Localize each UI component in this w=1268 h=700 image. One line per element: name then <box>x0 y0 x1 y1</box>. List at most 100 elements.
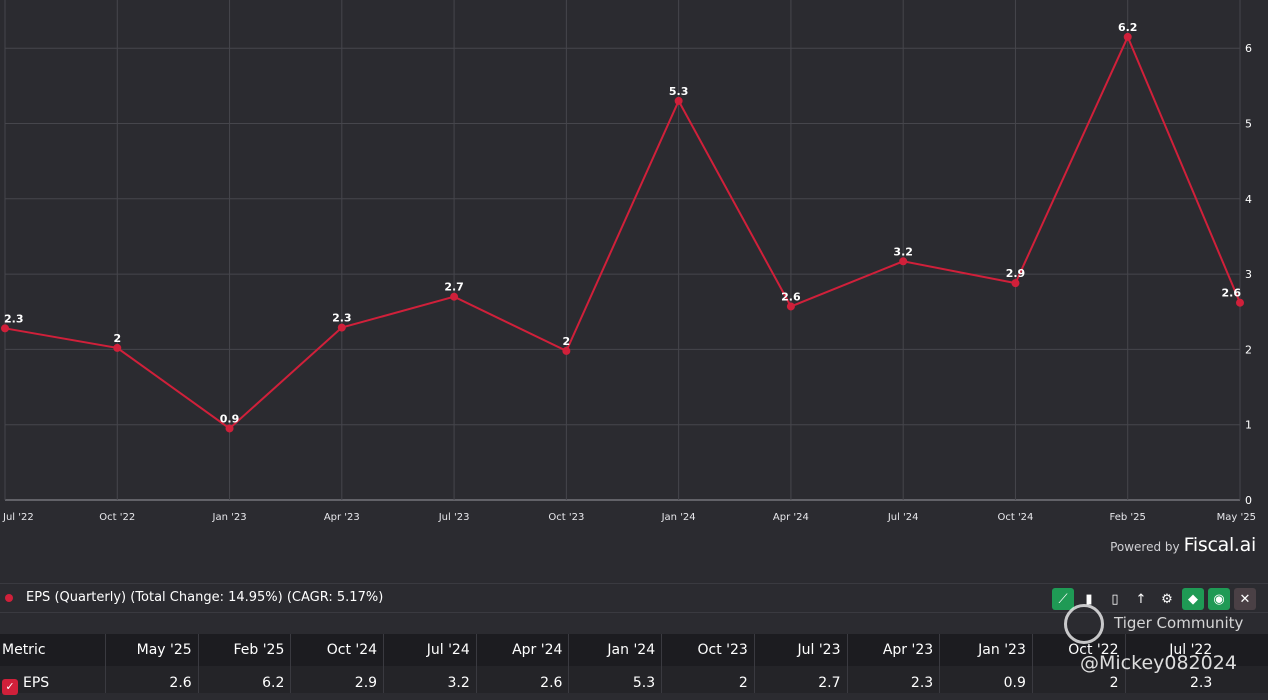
x-tick-label: Oct '23 <box>548 512 584 523</box>
x-tick-label: Apr '23 <box>324 512 360 523</box>
chart-grid <box>4 0 1241 501</box>
metric-name: EPS <box>23 675 50 691</box>
x-tick-label: Jul '24 <box>887 512 919 523</box>
value-cell: 2.7 <box>755 666 848 693</box>
watermark: Tiger Community @Mickey082024 <box>1064 602 1264 693</box>
data-table: Metric May '25 Feb '25 Oct '24 Jul '24 Apr '2… <box>0 634 1268 695</box>
legend-bar: EPS (Quarterly) (Total Change: 14.95%) (… <box>0 583 1268 613</box>
y-tick-label: 1 <box>1245 419 1252 432</box>
data-point[interactable] <box>337 323 346 332</box>
column-header[interactable]: Oct '23 <box>662 634 755 666</box>
y-tick-label: 6 <box>1245 42 1252 55</box>
sort-icon[interactable]: ↑ <box>1135 591 1147 607</box>
value-cell: 2.3 <box>848 666 941 693</box>
data-point[interactable] <box>562 346 571 355</box>
y-tick-label: 4 <box>1245 193 1252 206</box>
column-header[interactable]: Jan '23 <box>940 634 1033 666</box>
value-cell: 2.6 <box>106 666 199 693</box>
data-point[interactable] <box>899 257 908 266</box>
y-tick-label: 2 <box>1245 343 1252 356</box>
line-chart-icon[interactable]: ⟋ <box>1052 588 1074 610</box>
value-cell: 5.3 <box>569 666 663 693</box>
value-cell: 3.2 <box>384 666 477 693</box>
close-icon[interactable]: ✕ <box>1234 588 1256 610</box>
value-cell: 2 <box>1033 666 1126 693</box>
data-label: 0.9 <box>220 412 240 425</box>
data-point[interactable] <box>786 302 795 311</box>
eye-icon[interactable]: ◉ <box>1208 588 1230 610</box>
data-label: 2.3 <box>4 312 24 325</box>
data-point[interactable] <box>674 96 683 105</box>
column-header[interactable]: Apr '23 <box>848 634 941 666</box>
y-tick-label: 0 <box>1245 494 1252 507</box>
y-tick-label: 3 <box>1245 268 1252 281</box>
value-cell: 6.2 <box>199 666 292 693</box>
x-tick-label: Jan '23 <box>212 512 247 523</box>
column-header[interactable]: Jan '24 <box>569 634 663 666</box>
table-header-row: Metric May '25 Feb '25 Oct '24 Jul '24 Apr '2… <box>0 634 1268 666</box>
x-tick-label: Feb '25 <box>1110 512 1146 523</box>
x-tick-label: Jul '22 <box>2 512 34 523</box>
data-label: 2.6 <box>1222 287 1242 300</box>
column-header[interactable]: May '25 <box>106 634 199 666</box>
y-tick-label: 5 <box>1245 118 1252 131</box>
data-point[interactable] <box>1236 298 1244 307</box>
data-point[interactable] <box>1011 279 1020 288</box>
x-tick-label: Apr '24 <box>773 512 809 523</box>
x-axis-ticks: Jul '22 Oct '22 Jan '23 Apr '23 Jul '23 Oct '… <box>2 512 1256 523</box>
value-cell: 2.6 <box>477 666 570 693</box>
data-point[interactable] <box>1123 32 1132 41</box>
metric-cell: ✓ EPS <box>0 666 106 695</box>
chart-toolbar: ⟋ ▮ ▯ ↑ ⚙ ◆ ◉ ✕ <box>1052 588 1256 610</box>
watermark-name: Tiger Community <box>1114 614 1244 632</box>
column-header[interactable]: Oct '24 <box>291 634 385 666</box>
data-label: 2 <box>563 335 571 348</box>
checkbox-icon[interactable]: ✓ <box>2 679 18 695</box>
y-axis-ticks: 0 1 2 3 4 5 6 <box>1245 42 1252 507</box>
column-header[interactable]: Jul '22 <box>1169 642 1213 658</box>
value-cell: 2.9 <box>291 666 385 693</box>
legend-label: EPS (Quarterly) (Total Change: 14.95%) (… <box>26 590 384 605</box>
column-header[interactable]: Jul '23 <box>755 634 848 666</box>
data-label: 2.3 <box>332 312 352 325</box>
brand-logo: Fiscal.ai <box>1183 534 1257 556</box>
value-cell: 2 <box>662 666 755 693</box>
x-tick-label: Jan '24 <box>661 512 696 523</box>
column-header[interactable]: Apr '24 <box>477 634 570 666</box>
value-cell: 0.9 <box>940 666 1033 693</box>
data-label: 5.3 <box>669 85 689 98</box>
series-dot <box>5 594 13 602</box>
gear-icon[interactable]: ⚙ <box>1161 591 1173 607</box>
data-label: 6.2 <box>1118 21 1138 34</box>
data-point[interactable] <box>225 424 234 433</box>
value-cell: 2.3 <box>1189 675 1213 691</box>
column-header[interactable]: Oct '22 <box>1033 634 1126 666</box>
data-labels: 2.3 2 0.9 2.3 2.7 2 5.3 2.6 3.2 2.9 6.2 2.6 <box>4 21 1241 426</box>
data-point[interactable] <box>113 343 122 352</box>
data-point[interactable] <box>1 324 9 333</box>
powered-by-text: Powered by <box>1110 540 1180 554</box>
eps-line <box>4 34 1241 430</box>
x-tick-label: Oct '24 <box>997 512 1033 523</box>
tag-icon[interactable]: ◆ <box>1182 588 1204 610</box>
data-point[interactable] <box>450 292 459 301</box>
data-label: 3.2 <box>893 245 913 258</box>
eps-series <box>1 32 1244 433</box>
metric-header[interactable]: Metric <box>0 634 106 666</box>
x-tick-label: Jul '23 <box>438 512 470 523</box>
bar-chart-icon[interactable]: ▮ <box>1085 591 1093 607</box>
column-header[interactable]: Jul '24 <box>384 634 477 666</box>
data-label: 2.7 <box>444 281 464 294</box>
powered-by-branding: Powered by Fiscal.ai <box>1110 534 1256 556</box>
data-label: 2.6 <box>781 290 801 303</box>
tiger-logo-icon <box>1064 604 1104 644</box>
watermark-handle: @Mickey082024 <box>1080 652 1237 674</box>
data-label: 2.9 <box>1006 267 1026 280</box>
data-label: 2 <box>113 332 121 345</box>
column-header[interactable]: Feb '25 <box>199 634 292 666</box>
table-row: ✓ EPS 2.6 6.2 2.9 3.2 2.6 5.3 2 2.7 2.3 0.9 2 2.3 <box>0 666 1268 695</box>
x-tick-label: Oct '22 <box>99 512 135 523</box>
x-tick-label: May '25 <box>1217 512 1256 523</box>
grouped-bar-icon[interactable]: ▯ <box>1111 591 1119 607</box>
